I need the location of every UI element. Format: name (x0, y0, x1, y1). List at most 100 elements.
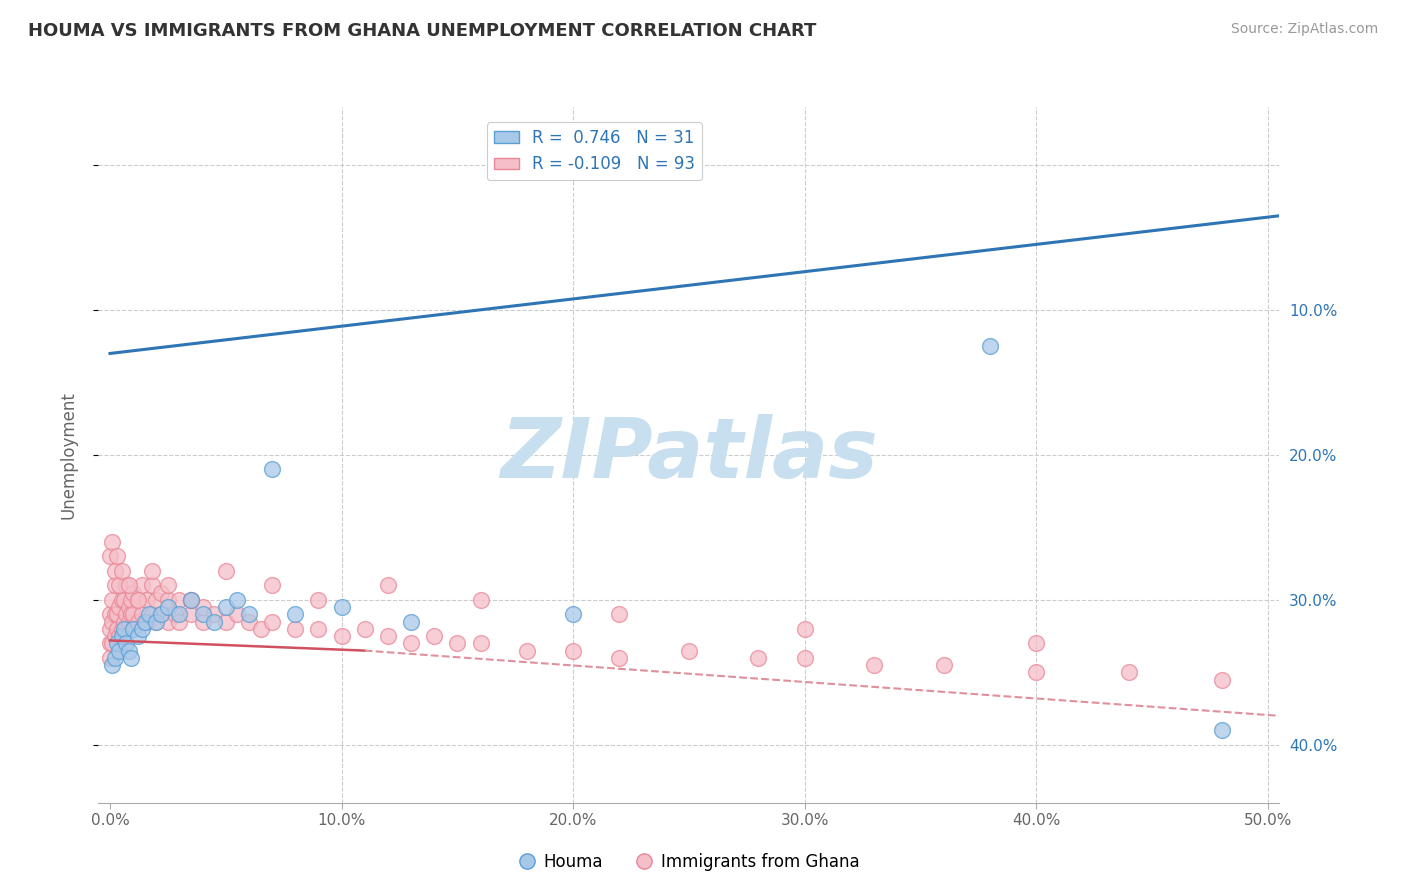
Point (932, 658, 955, 673)
Point (793, 651, 815, 665)
Point (156, 592, 179, 607)
Point (101, 534, 124, 549)
Point (112, 622, 135, 636)
Point (131, 578, 153, 592)
Point (516, 643, 538, 657)
Point (979, 339, 1001, 353)
Point (122, 622, 145, 636)
Point (131, 607, 153, 622)
Point (1211, 723, 1233, 738)
Y-axis label: Unemployment: Unemployment (59, 391, 77, 519)
Point (156, 578, 179, 592)
Point (678, 643, 700, 657)
Point (127, 629, 149, 643)
Point (284, 622, 307, 636)
Point (110, 629, 132, 643)
Point (353, 622, 375, 636)
Point (110, 564, 132, 578)
Point (238, 615, 260, 629)
Point (1118, 665, 1140, 680)
Point (284, 607, 307, 622)
Point (180, 592, 202, 607)
Point (98, 607, 121, 622)
Point (127, 615, 149, 629)
Point (122, 622, 145, 636)
Point (141, 578, 163, 592)
Point (377, 629, 399, 643)
Point (120, 592, 142, 607)
Point (249, 622, 271, 636)
Point (145, 615, 167, 629)
Point (108, 578, 131, 592)
Point (793, 622, 815, 636)
Point (1211, 673, 1233, 687)
Point (117, 643, 139, 657)
Point (112, 615, 135, 629)
Point (141, 564, 163, 578)
Point (149, 607, 172, 622)
Point (117, 615, 139, 629)
Point (399, 636, 422, 650)
Point (108, 600, 131, 615)
Point (863, 658, 886, 673)
Point (163, 607, 186, 622)
Text: HOUMA VS IMMIGRANTS FROM GHANA UNEMPLOYMENT CORRELATION CHART: HOUMA VS IMMIGRANTS FROM GHANA UNEMPLOYM… (28, 22, 817, 40)
Point (104, 629, 127, 643)
Point (122, 585, 145, 599)
Point (399, 615, 422, 629)
Point (108, 643, 131, 657)
Point (104, 578, 127, 592)
Point (307, 622, 329, 636)
Point (238, 607, 260, 622)
Point (104, 607, 127, 622)
Point (1025, 636, 1047, 650)
Point (104, 564, 127, 578)
Point (307, 592, 329, 607)
Point (191, 607, 214, 622)
Point (202, 615, 225, 629)
Point (180, 592, 202, 607)
Point (98, 622, 121, 636)
Text: ZIPatlas: ZIPatlas (501, 415, 877, 495)
Point (562, 643, 585, 657)
Point (156, 600, 179, 615)
Point (112, 592, 135, 607)
Point (122, 607, 145, 622)
Point (226, 607, 249, 622)
Point (117, 600, 139, 615)
Point (138, 607, 160, 622)
Point (169, 615, 191, 629)
Point (562, 607, 585, 622)
Point (101, 615, 124, 629)
Point (330, 600, 353, 615)
Point (136, 592, 159, 607)
Point (169, 607, 191, 622)
Point (191, 615, 214, 629)
Point (110, 622, 132, 636)
Point (141, 607, 163, 622)
Point (145, 615, 167, 629)
Point (110, 592, 132, 607)
Point (609, 651, 631, 665)
Point (330, 629, 353, 643)
Point (215, 564, 238, 578)
Point (115, 636, 138, 650)
Point (191, 600, 214, 615)
Point (136, 615, 159, 629)
Point (98, 549, 121, 564)
Point (609, 607, 631, 622)
Point (215, 615, 238, 629)
Point (104, 651, 127, 665)
Point (262, 615, 284, 629)
Point (134, 615, 156, 629)
Point (145, 592, 167, 607)
Point (101, 658, 124, 673)
Point (169, 592, 191, 607)
Point (226, 592, 249, 607)
Point (105, 636, 128, 650)
Point (120, 651, 142, 665)
Point (149, 585, 172, 599)
Point (117, 578, 139, 592)
Point (446, 636, 468, 650)
Point (115, 607, 138, 622)
